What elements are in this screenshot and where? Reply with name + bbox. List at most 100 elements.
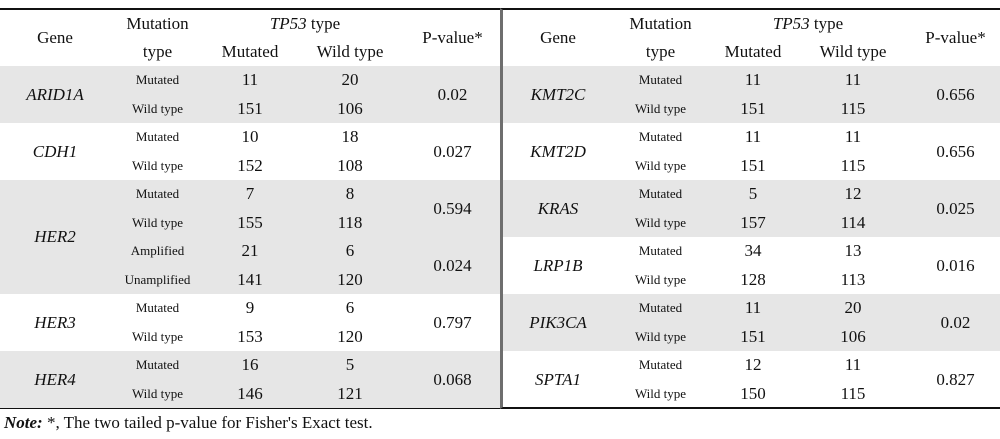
mutation-type-cell: Mutated — [638, 186, 683, 202]
gene-group: LRP1B Mutated 34 13 Wild type 128 113 0.016 — [503, 237, 1000, 294]
note-label: Note: — [4, 413, 43, 432]
header-gene: Gene — [540, 28, 576, 47]
gene-name: CDH1 — [32, 141, 78, 161]
gene-name: PIK3CA — [529, 312, 587, 332]
tp53-mutated-count: 128 — [740, 269, 766, 289]
p-value-cell: 0.827 — [936, 369, 975, 389]
header-pvalue: P-value* — [422, 28, 483, 47]
mutation-type-cell: Wild type — [131, 385, 184, 401]
tp53-wild-type-count: 106 — [840, 326, 866, 346]
header-tp53-gene: TP53 — [269, 14, 307, 33]
gene-name: HER2 — [34, 227, 76, 246]
mutation-type-cell: Mutated — [135, 357, 180, 373]
mutation-type-cell: Wild type — [131, 214, 184, 230]
tp53-wild-type-count: 120 — [337, 326, 363, 346]
gene-name: SPTA1 — [535, 369, 581, 389]
mutation-type-cell: Mutated — [135, 72, 180, 88]
p-value-cell: 0.656 — [936, 141, 975, 161]
gene-name: HER4 — [34, 369, 76, 389]
tp53-wild-type-count: 8 — [345, 184, 355, 204]
tp53-mutated-count: 7 — [245, 184, 255, 204]
tp53-wild-type-count: 12 — [844, 184, 862, 204]
header-tp53-type: TP53 type — [708, 10, 908, 38]
tp53-mutated-count: 11 — [744, 298, 762, 318]
header-pvalue: P-value* — [925, 28, 986, 47]
p-value-cell: 0.02 — [437, 84, 468, 104]
gene-group: KMT2D Mutated 11 11 Wild type 151 115 0.656 — [503, 123, 1000, 180]
mutation-type-cell: Mutated — [638, 72, 683, 88]
tp53-mutated-count: 151 — [740, 326, 766, 346]
p-value-cell: 0.797 — [433, 312, 472, 332]
tp53-wild-type-count: 106 — [337, 98, 363, 118]
tp53-mutated-count: 21 — [241, 241, 259, 261]
header-mutation-type-line1: Mutation — [126, 14, 189, 33]
mutation-type-cell: Amplified — [130, 243, 185, 259]
tp53-mutated-count: 12 — [744, 355, 762, 375]
header-mutation-type-line2: type — [142, 42, 173, 61]
tp53-mutated-count: 151 — [740, 155, 766, 175]
mutation-type-cell: Wild type — [634, 328, 687, 344]
gene-group: ARID1A Mutated 11 20 Wild type 151 106 0.02 — [0, 66, 500, 123]
tp53-wild-type-count: 11 — [844, 355, 862, 375]
tp53-wild-type-count: 11 — [844, 70, 862, 90]
header-mutated: Mutated — [221, 42, 279, 61]
mutation-type-cell: Mutated — [638, 129, 683, 145]
mutation-type-cell: Mutated — [135, 129, 180, 145]
tp53-mutated-count: 11 — [744, 70, 762, 90]
tp53-mutated-count: 152 — [237, 155, 263, 175]
tp53-wild-type-count: 13 — [844, 241, 862, 261]
gene-group: HER3 Mutated 9 6 Wild type 153 120 0.797 — [0, 294, 500, 351]
tp53-mutated-count: 157 — [740, 212, 766, 232]
left-table: Gene Mutation type TP53 type Mutated Wild typ… — [0, 8, 500, 409]
gene-name: KRAS — [537, 198, 579, 218]
right-table: Gene Mutation type TP53 type Mutated Wild typ… — [500, 8, 1000, 409]
tp53-mutated-count: 11 — [241, 70, 259, 90]
p-value-cell: 0.024 — [433, 255, 472, 275]
p-value-cell: 0.016 — [936, 255, 975, 275]
tp53-wild-type-count: 108 — [337, 155, 363, 175]
p-value-cell: 0.594 — [433, 198, 472, 218]
mutation-type-cell: Wild type — [634, 100, 687, 116]
header-tp53-type: TP53 type — [205, 10, 405, 38]
tp53-wild-type-count: 20 — [341, 70, 359, 90]
tp53-mutated-count: 9 — [245, 298, 255, 318]
header-mutated: Mutated — [724, 42, 782, 61]
mutation-type-cell: Wild type — [131, 328, 184, 344]
gene-group: KMT2C Mutated 11 11 Wild type 151 115 0.656 — [503, 66, 1000, 123]
header-wild-type: Wild type — [316, 42, 384, 61]
tp53-mutated-count: 155 — [237, 212, 263, 232]
gene-group: HER2 Mutated 7 8 Wild type 155 118 Amplified 21 6… — [0, 180, 500, 294]
tp53-wild-type-count: 113 — [840, 269, 866, 289]
tp53-wild-type-count: 115 — [840, 155, 866, 175]
gene-name: LRP1B — [533, 255, 583, 275]
tp53-wild-type-count: 5 — [345, 355, 355, 375]
gene-group: KRAS Mutated 5 12 Wild type 157 114 0.025 — [503, 180, 1000, 237]
note-text: *, The two tailed p-value for Fisher's E… — [42, 413, 373, 432]
gene-name: KMT2C — [530, 84, 586, 104]
p-value-cell: 0.025 — [936, 198, 975, 218]
header-tp53-suffix: type — [306, 14, 341, 33]
mutation-type-cell: Mutated — [135, 186, 180, 202]
tp53-mutated-count: 16 — [241, 355, 259, 375]
tp53-mutated-count: 10 — [241, 127, 259, 147]
header-mutation-type-line1: Mutation — [629, 14, 692, 33]
gene-group: HER4 Mutated 16 5 Wild type 146 121 0.068 — [0, 351, 500, 408]
tp53-wild-type-count: 20 — [844, 298, 862, 318]
mutation-type-cell: Mutated — [638, 300, 683, 316]
p-value-cell: 0.027 — [433, 141, 472, 161]
header-tp53-gene: TP53 — [772, 14, 810, 33]
tp53-mutated-count: 150 — [740, 383, 766, 403]
right-table-header: Gene Mutation type TP53 type Mutated Wild typ… — [503, 10, 1000, 67]
tp53-wild-type-count: 115 — [840, 98, 866, 118]
header-mutation-type-line2: type — [645, 42, 676, 61]
tp53-mutated-count: 151 — [740, 98, 766, 118]
p-value-cell: 0.068 — [433, 369, 472, 389]
gene-name: HER3 — [34, 312, 76, 332]
mutation-type-cell: Mutated — [135, 300, 180, 316]
p-value-cell: 0.02 — [940, 312, 971, 332]
tp53-wild-type-count: 18 — [341, 127, 359, 147]
gene-name: ARID1A — [26, 84, 84, 104]
mutation-type-cell: Unamplified — [124, 271, 191, 287]
tp53-mutated-count: 151 — [237, 98, 263, 118]
